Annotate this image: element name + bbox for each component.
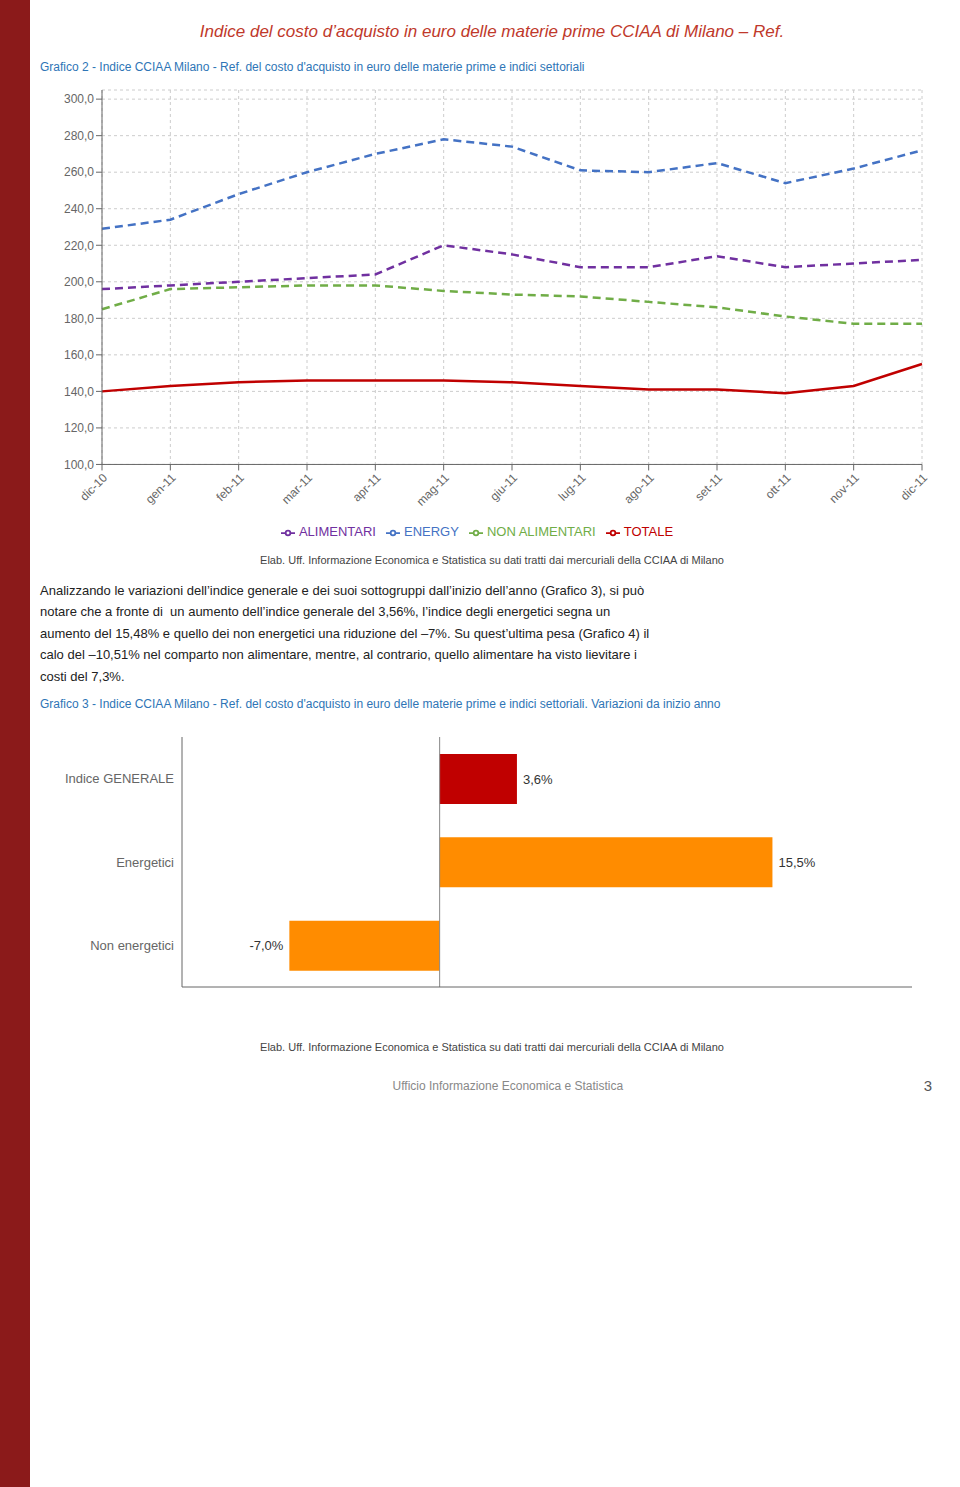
html-text:Grafico 2 - Indice CCIAA Milan: Grafico 2 - Indice CCIAA Milano - Ref. d… xyxy=(40,60,585,74)
svg-text:giu-11: giu-11 xyxy=(487,470,520,503)
html-text:Elab. Uff. Informazione Econom: Elab. Uff. Informazione Economica e Stat… xyxy=(260,1041,724,1054)
html-text:costi del 7,3%.: costi del 7,3%. xyxy=(40,668,125,684)
svg-text:nov-11: nov-11 xyxy=(827,470,862,505)
html-text:ENERGY: ENERGY xyxy=(404,524,459,540)
svg-text:set-11: set-11 xyxy=(692,470,725,503)
svg-text:-7,0%: -7,0% xyxy=(249,938,283,953)
html-text:Analizzando le variazioni dell: Analizzando le variazioni dell’indice ge… xyxy=(40,583,645,598)
svg-text:3,6%: 3,6% xyxy=(523,772,553,787)
svg-text:dic-10: dic-10 xyxy=(77,470,110,503)
html-text:Grafico 3 - Indice CCIAA Milan: Grafico 3 - Indice CCIAA Milano - Ref. d… xyxy=(40,697,721,712)
svg-text:15,5%: 15,5% xyxy=(778,855,815,870)
svg-text:mar-11: mar-11 xyxy=(279,470,315,506)
svg-text:120,0: 120,0 xyxy=(64,421,94,435)
svg-text:260,0: 260,0 xyxy=(64,165,94,179)
svg-text:dic-11: dic-11 xyxy=(898,470,931,503)
svg-text:apr-11: apr-11 xyxy=(350,470,384,504)
svg-text:140,0: 140,0 xyxy=(64,385,94,399)
html-text:TOTALE: TOTALE xyxy=(623,524,674,540)
html-text:Indice del costo d’acquisto in: Indice del costo d’acquisto in euro dell… xyxy=(199,22,785,41)
svg-text:Indice GENERALE: Indice GENERALE xyxy=(65,771,174,786)
svg-text:240,0: 240,0 xyxy=(64,202,94,216)
svg-text:200,0: 200,0 xyxy=(64,275,94,289)
html-text:3: 3 xyxy=(923,1077,932,1095)
svg-text:180,0: 180,0 xyxy=(64,312,94,326)
svg-text:feb-11: feb-11 xyxy=(213,470,247,504)
svg-text:mag-11: mag-11 xyxy=(414,470,452,508)
html-text:notare che a fronte di un aume: notare che a fronte di un aumento dell’i… xyxy=(40,604,611,620)
svg-text:300,0: 300,0 xyxy=(64,92,94,106)
svg-text:ago-11: ago-11 xyxy=(621,470,657,506)
svg-text:Energetici: Energetici xyxy=(116,855,174,870)
html-text:Elab. Uff. Informazione Econom: Elab. Uff. Informazione Economica e Stat… xyxy=(260,554,724,566)
svg-text:160,0: 160,0 xyxy=(64,348,94,362)
svg-text:220,0: 220,0 xyxy=(64,239,94,253)
svg-text:gen-11: gen-11 xyxy=(143,470,179,506)
svg-text:lug-11: lug-11 xyxy=(556,470,589,503)
svg-text:280,0: 280,0 xyxy=(64,129,94,143)
html-text:NON ALIMENTARI: NON ALIMENTARI xyxy=(486,524,596,540)
svg-text:100,0: 100,0 xyxy=(64,458,94,472)
html-text:ALIMENTARI: ALIMENTARI xyxy=(298,524,376,540)
svg-text:ott-11: ott-11 xyxy=(763,470,794,501)
html-text:Ufficio Informazione Economica: Ufficio Informazione Economica e Statist… xyxy=(392,1078,624,1093)
svg-text:Non energetici: Non energetici xyxy=(90,938,174,953)
html-text:calo del –10,51% nel comparto: calo del –10,51% nel comparto non alimen… xyxy=(40,647,637,663)
html-text:aumento del 15,48% e quello de: aumento del 15,48% e quello dei non ener… xyxy=(40,625,650,641)
